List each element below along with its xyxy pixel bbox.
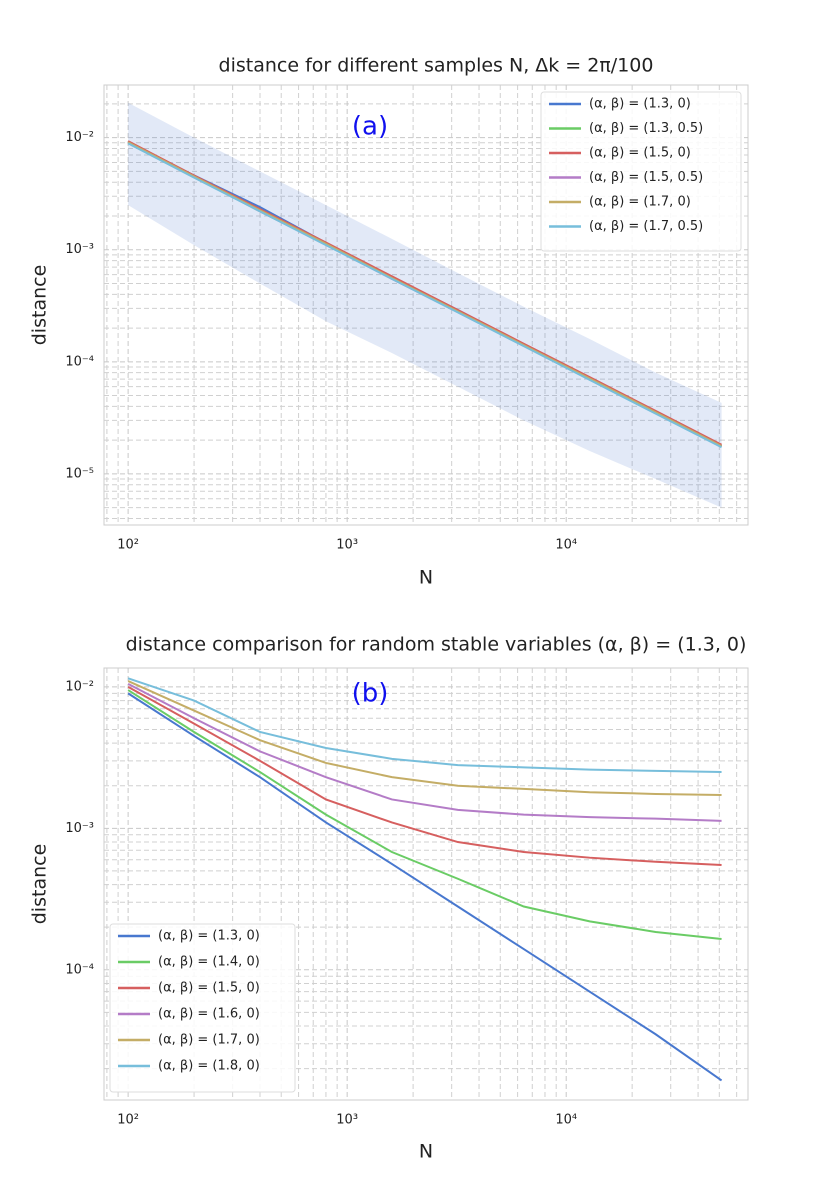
legend-label: (α, β) = (1.7, 0) (158, 1033, 260, 1048)
legend-label: (α, β) = (1.5, 0) (158, 981, 260, 996)
series-line (127, 142, 723, 449)
x-tick-label: 10⁴ (555, 1113, 577, 1128)
legend-label: (α, β) = (1.3, 0) (589, 97, 691, 112)
confidence-band (128, 102, 722, 508)
series-line (127, 683, 722, 822)
series-line (127, 680, 722, 797)
y-tick-label: 10⁻² (65, 130, 94, 145)
legend-label: (α, β) = (1.6, 0) (158, 1007, 260, 1022)
y-axis-label: distance (29, 265, 51, 346)
annotation: (a) (352, 112, 388, 142)
x-tick-label: 10³ (336, 538, 358, 553)
y-tick-label: 10⁻³ (65, 242, 94, 257)
x-axis-label: N (419, 567, 433, 589)
x-tick-label: 10² (117, 538, 139, 553)
legend-label: (α, β) = (1.7, 0) (589, 195, 691, 210)
y-tick-label: 10⁻⁴ (65, 962, 94, 977)
chart-title: distance for different samples N, Δk = 2… (219, 55, 654, 77)
chart-title: distance comparison for random stable va… (126, 634, 747, 656)
x-tick-label: 10³ (336, 1113, 358, 1128)
y-tick-label: 10⁻³ (65, 821, 94, 836)
x-tick-label: 10⁴ (555, 538, 577, 553)
legend-label: (α, β) = (1.5, 0.5) (589, 170, 703, 185)
annotation: (b) (352, 679, 389, 709)
series-line (127, 689, 722, 940)
x-tick-label: 10² (117, 1113, 139, 1128)
y-tick-label: 10⁻² (65, 679, 94, 694)
x-axis-label: N (419, 1141, 433, 1163)
legend-label: (α, β) = (1.4, 0) (158, 955, 260, 970)
legend-label: (α, β) = (1.3, 0) (158, 929, 260, 944)
series-line (127, 692, 723, 1082)
y-axis-label: distance (29, 844, 51, 925)
series-line (127, 686, 722, 867)
legend (109, 923, 296, 1093)
legend (540, 91, 742, 252)
y-tick-label: 10⁻⁴ (65, 354, 94, 369)
y-tick-label: 10⁻⁵ (65, 466, 94, 481)
legend-label: (α, β) = (1.8, 0) (158, 1059, 260, 1074)
legend-label: (α, β) = (1.3, 0.5) (589, 121, 703, 136)
legend-label: (α, β) = (1.5, 0) (589, 146, 691, 161)
series-line (127, 677, 722, 774)
legend-label: (α, β) = (1.7, 0.5) (589, 219, 703, 234)
